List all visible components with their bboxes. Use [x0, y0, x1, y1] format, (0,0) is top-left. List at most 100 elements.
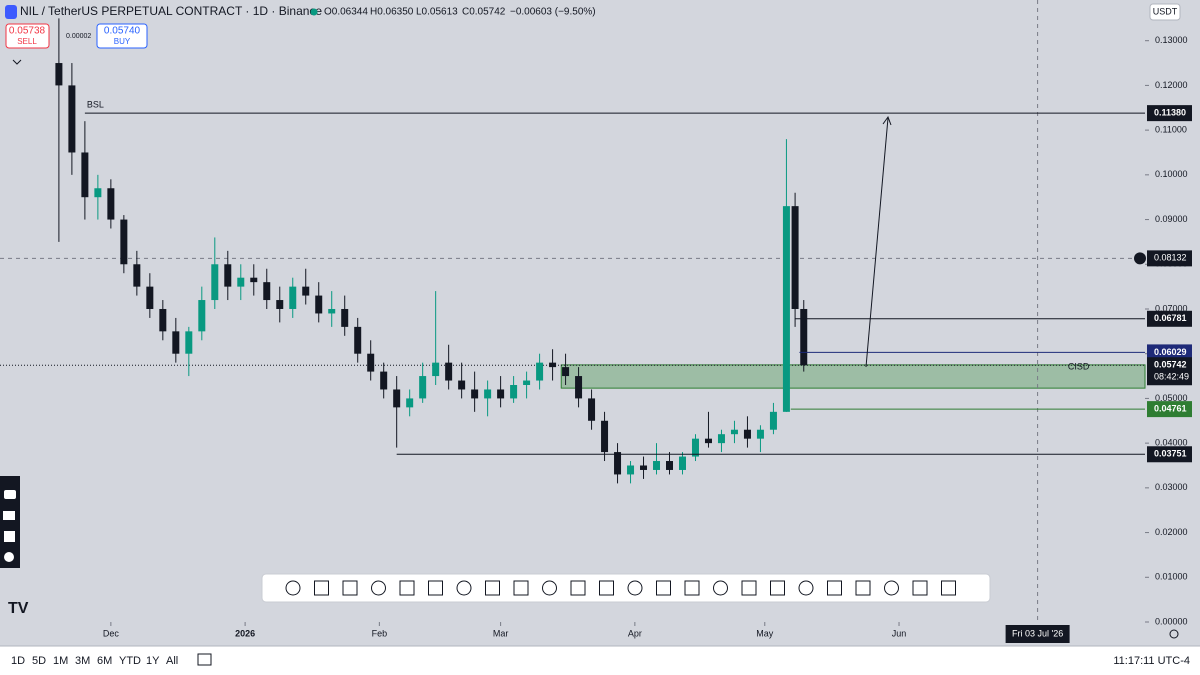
buy-button[interactable]	[96, 23, 148, 49]
video-icon[interactable]	[3, 511, 15, 520]
layers-icon[interactable]	[4, 531, 15, 542]
chart-bg	[0, 0, 1200, 646]
candle-body	[614, 452, 622, 475]
tool-icon[interactable]	[656, 580, 671, 596]
camera-icon[interactable]	[4, 490, 16, 499]
tool-icon[interactable]	[399, 580, 415, 596]
last-price-label: 0.05742	[1154, 360, 1187, 370]
candle-body	[146, 286, 154, 309]
tool-icon[interactable]	[485, 580, 500, 596]
ohlc-open: O0.06344	[324, 7, 368, 18]
tool-icon[interactable]	[684, 580, 700, 596]
settings-icon[interactable]	[4, 552, 14, 562]
y-tick-label: 0.03000	[1155, 482, 1188, 492]
tool-icon[interactable]	[912, 580, 928, 596]
side-tools[interactable]	[0, 476, 20, 568]
candle-body	[743, 429, 751, 439]
candle-body	[510, 385, 518, 399]
tool-icon[interactable]	[941, 580, 956, 596]
range-button[interactable]: 6M	[97, 655, 112, 667]
candle-body	[588, 398, 596, 421]
candle-body	[666, 461, 674, 470]
candle-body	[354, 326, 362, 354]
tool-icon[interactable]	[884, 580, 899, 596]
tool-icon[interactable]	[855, 580, 871, 596]
tool-icon[interactable]	[513, 580, 529, 596]
candle-body	[549, 362, 557, 368]
clock: 11:17:11 UTC-4	[1113, 655, 1190, 667]
candle-body	[81, 152, 89, 198]
tool-icon[interactable]	[456, 580, 472, 596]
range-button[interactable]: 1Y	[146, 655, 160, 667]
range-button[interactable]: 1D	[11, 655, 25, 667]
tool-icon[interactable]	[285, 580, 301, 596]
y-tick-label: 0.00000	[1155, 616, 1188, 626]
tool-icon[interactable]	[770, 580, 785, 596]
date-range-icon[interactable]	[197, 653, 212, 666]
annotation: BSL	[87, 100, 104, 110]
bottom-bar	[0, 646, 1200, 675]
symbol-icon	[5, 5, 17, 19]
sell-button[interactable]	[5, 23, 50, 49]
crosshair-y-box	[1147, 250, 1192, 267]
x-tick-label: May	[756, 628, 774, 638]
range-button[interactable]: All	[166, 655, 178, 667]
candle-body	[575, 376, 583, 399]
candle-body	[523, 380, 531, 386]
level-label-box	[1147, 310, 1192, 327]
tool-icon[interactable]	[827, 580, 842, 596]
y-tick-label: 0.02000	[1155, 527, 1188, 537]
range-button[interactable]: 5D	[32, 655, 46, 667]
ohlc-close: C0.05742	[462, 7, 506, 18]
candle-body	[107, 188, 115, 220]
candle-body	[497, 389, 505, 399]
candle-body	[458, 380, 466, 390]
y-tick-label: 0.09000	[1155, 214, 1188, 224]
candle-body	[769, 411, 777, 430]
tool-icon[interactable]	[371, 580, 386, 596]
range-button[interactable]: 3M	[75, 655, 90, 667]
level-label-box	[1147, 344, 1192, 361]
candle-body	[627, 465, 635, 475]
crosshair-plus	[1134, 252, 1146, 265]
demand-zone	[560, 364, 1146, 389]
tool-icon[interactable]	[599, 580, 614, 596]
tool-icon[interactable]	[798, 580, 814, 596]
level-label-box	[1147, 105, 1192, 122]
candle-body	[198, 300, 206, 332]
tool-icon[interactable]	[542, 580, 557, 596]
level-label: 0.06781	[1154, 313, 1187, 323]
y-tick-label: 0.13000	[1155, 35, 1188, 45]
range-button[interactable]: 1M	[53, 655, 68, 667]
x-tick-label: Mar	[493, 628, 509, 638]
last-price-box	[1147, 357, 1192, 386]
tool-icon[interactable]	[627, 580, 643, 596]
collapse[interactable]	[12, 59, 22, 65]
level-label: 0.04761	[1154, 403, 1187, 413]
tool-icon[interactable]	[428, 580, 443, 596]
range-button[interactable]: YTD	[119, 655, 141, 667]
candle-body	[800, 308, 808, 366]
candle-body	[601, 420, 609, 453]
tool-icon[interactable]	[342, 580, 358, 596]
tool-icon[interactable]	[570, 580, 586, 596]
y-tick-label: 0.07000	[1155, 303, 1188, 313]
candle-body	[237, 277, 245, 287]
candle-body	[691, 438, 699, 457]
projection-arrow	[865, 117, 889, 368]
tool-icon[interactable]	[741, 580, 757, 596]
candle-body	[133, 264, 141, 287]
settings-axis[interactable]	[1169, 629, 1179, 639]
candle-body	[730, 429, 738, 435]
logo: TV	[8, 600, 29, 617]
crosshair-x-label: Fri 03 Jul '26	[1012, 628, 1063, 638]
buy-label: BUY	[114, 37, 131, 46]
tool-icon[interactable]	[713, 580, 728, 596]
currency-button[interactable]	[1149, 3, 1181, 21]
sell-price: 0.05738	[9, 26, 46, 37]
tool-icon[interactable]	[314, 580, 329, 596]
candle-body	[419, 376, 427, 399]
candle-body	[328, 308, 336, 314]
